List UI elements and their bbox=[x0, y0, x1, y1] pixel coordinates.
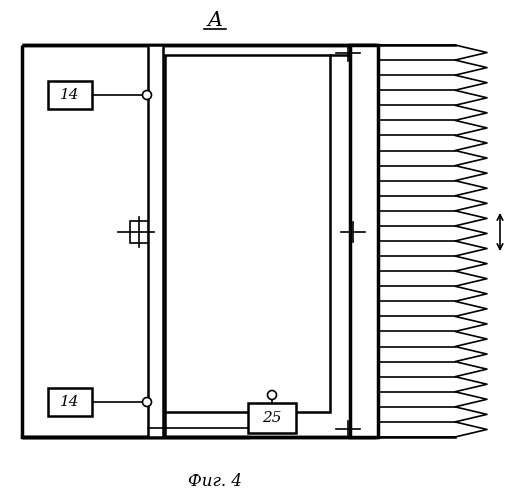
Bar bbox=[165, 55, 330, 412]
Text: 14: 14 bbox=[60, 395, 80, 409]
Text: A: A bbox=[207, 10, 223, 29]
Text: 25: 25 bbox=[262, 411, 282, 425]
Circle shape bbox=[142, 398, 151, 406]
Bar bbox=[148, 45, 163, 437]
Bar bbox=[48, 81, 92, 109]
Circle shape bbox=[267, 390, 277, 400]
Bar bbox=[248, 403, 296, 433]
Bar bbox=[350, 45, 378, 437]
Bar bbox=[48, 388, 92, 416]
Text: 14: 14 bbox=[60, 88, 80, 102]
Text: Фиг. 4: Фиг. 4 bbox=[188, 474, 242, 490]
Circle shape bbox=[142, 90, 151, 100]
Bar bbox=[130, 221, 148, 243]
